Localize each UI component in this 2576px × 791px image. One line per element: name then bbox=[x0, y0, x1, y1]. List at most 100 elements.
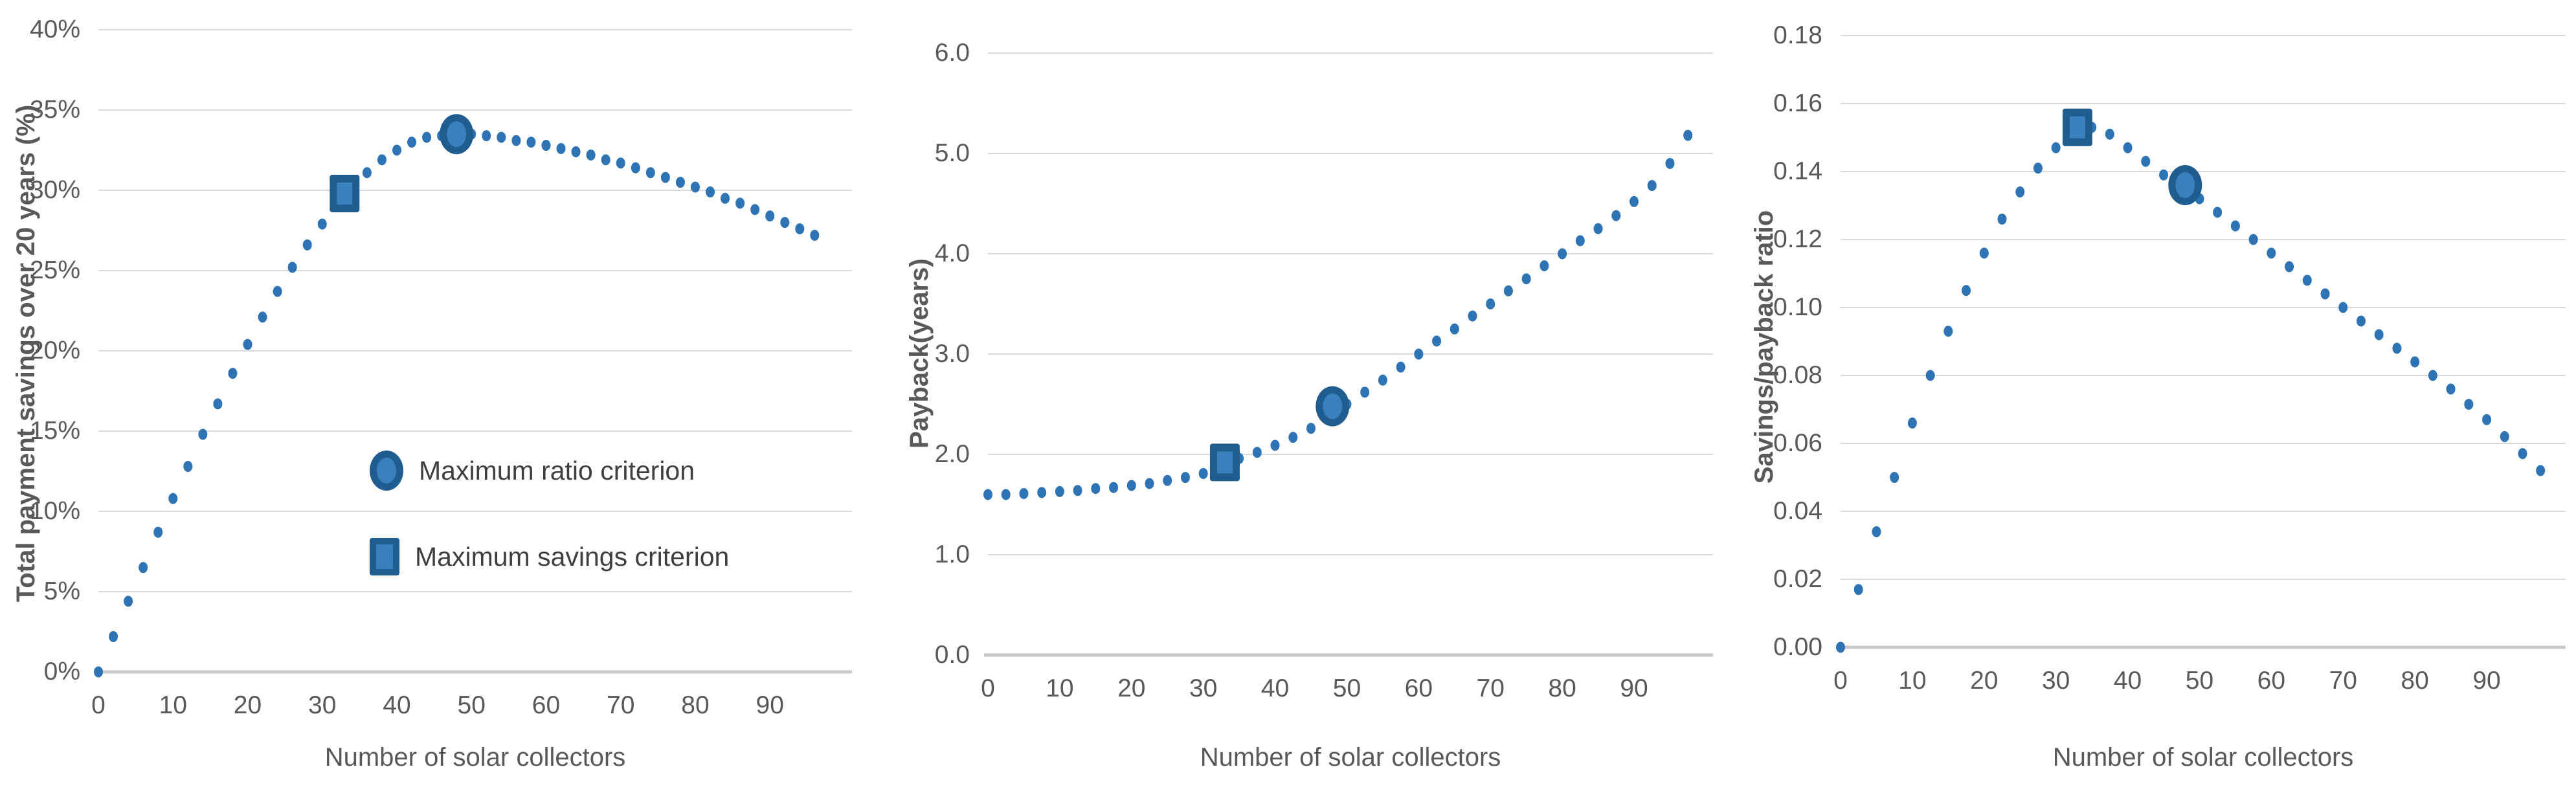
data-dot bbox=[1432, 335, 1442, 347]
x-axis-title: Number of solar collectors bbox=[1200, 743, 1501, 772]
data-dot bbox=[765, 210, 775, 222]
y-tick-label: 0.02 bbox=[1773, 565, 1822, 593]
data-dot bbox=[2338, 302, 2348, 313]
legend: Maximum ratio criterion Maximum savings … bbox=[370, 449, 729, 621]
x-tick-label: 60 bbox=[1404, 674, 1433, 702]
data-dot bbox=[1997, 214, 2007, 225]
y-tick-label: 10% bbox=[29, 497, 80, 525]
data-dot bbox=[228, 368, 238, 379]
data-dot bbox=[631, 162, 640, 173]
data-dot bbox=[377, 154, 386, 166]
data-dot bbox=[198, 429, 208, 440]
data-dot bbox=[1270, 440, 1280, 451]
data-dot bbox=[94, 666, 103, 678]
x-tick-label: 70 bbox=[1476, 674, 1505, 702]
data-dot bbox=[1252, 447, 1262, 458]
data-dot bbox=[1468, 310, 1477, 322]
data-dot bbox=[1091, 483, 1101, 495]
data-dot bbox=[1962, 285, 1971, 296]
y-tick-label: 0.00 bbox=[1773, 633, 1822, 661]
data-dot bbox=[2464, 399, 2474, 410]
y-tick-label: 15% bbox=[29, 417, 80, 445]
data-dot bbox=[2015, 186, 2025, 197]
data-dot bbox=[1360, 386, 1370, 398]
data-dot bbox=[983, 489, 992, 500]
y-tick-label: 0% bbox=[43, 658, 80, 685]
x-tick-label: 80 bbox=[681, 691, 710, 719]
data-dot bbox=[1073, 485, 1082, 496]
data-dot bbox=[317, 218, 327, 230]
data-dot bbox=[482, 130, 491, 142]
data-dot bbox=[1943, 326, 1953, 337]
data-dot bbox=[1288, 432, 1298, 443]
marker-circle bbox=[2175, 172, 2195, 198]
x-axis-title: Number of solar collectors bbox=[2052, 743, 2354, 772]
square-marker-icon bbox=[370, 538, 399, 575]
y-tick-label: 30% bbox=[29, 176, 80, 204]
data-dot bbox=[407, 137, 417, 148]
chart-panel-payback: Payback(years) 0.0 1.0 2.0 3.0 4.0 5.0 6.0 0 10… bbox=[858, 0, 1718, 791]
x-tick-label: 80 bbox=[2401, 667, 2429, 695]
data-dot bbox=[2446, 383, 2456, 395]
data-dot bbox=[1109, 482, 1119, 493]
data-dot bbox=[1683, 129, 1693, 141]
data-dot bbox=[1019, 487, 1029, 499]
y-tick-label: 20% bbox=[29, 337, 80, 364]
chart-panel-ratio: Savings/payback ratio 0.00 0.02 0.04 0.06 0.… bbox=[1718, 0, 2576, 791]
data-dot bbox=[1306, 423, 1316, 434]
data-dot bbox=[2518, 448, 2527, 460]
y-tick-label: 4.0 bbox=[934, 240, 970, 267]
x-tick-label: 90 bbox=[2472, 667, 2501, 695]
x-tick-label: 70 bbox=[607, 691, 635, 719]
data-dot bbox=[302, 239, 312, 251]
chart-panel-savings: Total payment savings over 20 years (%) … bbox=[0, 0, 859, 791]
data-dot bbox=[616, 157, 625, 169]
y-tick-label: 0.16 bbox=[1773, 89, 1822, 117]
y-tick-label: 2.0 bbox=[934, 440, 970, 468]
data-dot bbox=[1611, 210, 1621, 221]
data-dot bbox=[2159, 169, 2169, 181]
data-dot bbox=[1575, 235, 1585, 247]
data-dot bbox=[124, 596, 133, 607]
data-dot bbox=[706, 186, 715, 197]
data-dot bbox=[153, 526, 163, 538]
x-tick-label: 40 bbox=[383, 691, 411, 719]
x-tick-label: 0 bbox=[91, 691, 106, 719]
y-tick-label: 0.12 bbox=[1773, 225, 1822, 253]
data-dot bbox=[2482, 414, 2492, 425]
data-dot bbox=[1145, 478, 1154, 489]
y-tick-label: 0.14 bbox=[1773, 157, 1822, 185]
data-dot bbox=[1396, 361, 1406, 373]
data-dot bbox=[780, 217, 790, 228]
y-tick-label: 0.0 bbox=[934, 641, 970, 669]
x-tick-label: 10 bbox=[159, 691, 187, 719]
y-tick-label: 0.04 bbox=[1773, 497, 1822, 525]
data-dot bbox=[2320, 288, 2330, 300]
data-dot bbox=[2356, 315, 2366, 327]
circle-marker-icon bbox=[370, 451, 403, 491]
data-dot bbox=[422, 131, 432, 143]
x-tick-label: 10 bbox=[1898, 667, 1927, 695]
x-tick-label: 30 bbox=[308, 691, 337, 719]
data-dot bbox=[2285, 261, 2294, 273]
data-dot bbox=[243, 339, 252, 350]
data-dot bbox=[109, 630, 118, 642]
marker-circle bbox=[1323, 393, 1343, 419]
marker-square bbox=[337, 182, 353, 205]
x-tick-label: 20 bbox=[233, 691, 262, 719]
data-dot bbox=[1378, 374, 1387, 386]
data-dot bbox=[2213, 206, 2223, 218]
data-dot bbox=[2428, 370, 2437, 381]
data-dot bbox=[1925, 370, 1935, 381]
data-dot bbox=[1055, 485, 1064, 497]
data-dot bbox=[1163, 474, 1172, 486]
legend-label: Maximum ratio criterion bbox=[419, 455, 695, 485]
x-tick-label: 60 bbox=[532, 691, 561, 719]
data-dot bbox=[2500, 431, 2509, 442]
y-tick-label: 0.10 bbox=[1773, 293, 1822, 321]
data-dot bbox=[168, 493, 178, 504]
data-dot bbox=[1180, 472, 1190, 484]
y-tick-label: 1.0 bbox=[934, 540, 970, 568]
x-tick-label: 80 bbox=[1548, 674, 1576, 702]
data-dot bbox=[1486, 298, 1495, 309]
